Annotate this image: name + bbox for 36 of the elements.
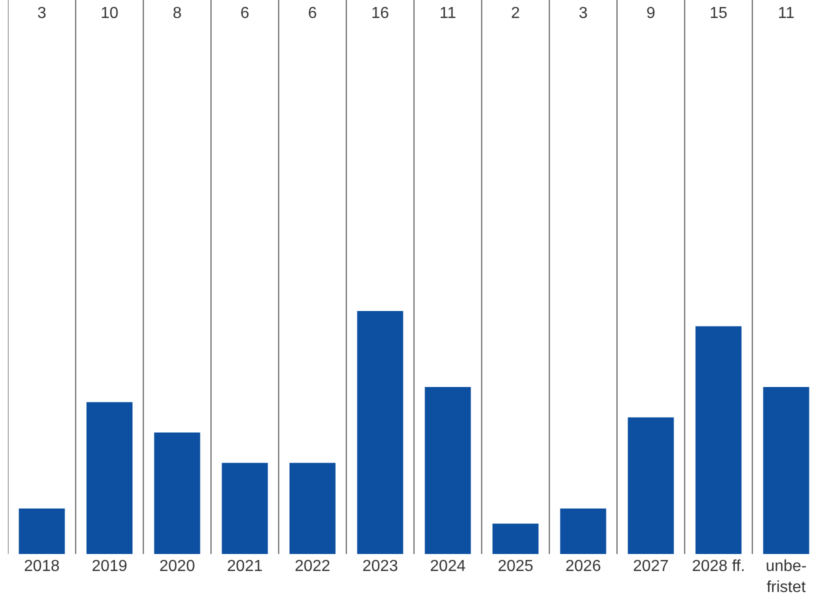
x-tick-label: 2025: [498, 558, 534, 575]
bar: [86, 402, 133, 554]
data-label: 6: [240, 4, 250, 22]
data-label: 6: [308, 4, 318, 22]
bar: [560, 508, 606, 554]
x-tick-label: 2020: [159, 558, 196, 575]
x-tick-label: 2028 ff.: [692, 558, 746, 575]
bar: [222, 462, 268, 554]
data-label: 11: [778, 4, 795, 22]
data-label: 16: [371, 4, 390, 22]
data-label: 8: [172, 4, 182, 22]
x-tick-label: 2026: [565, 558, 602, 575]
bar: [154, 432, 200, 554]
data-label: 2: [511, 4, 520, 22]
x-tick-label: 2024: [430, 558, 466, 575]
bar: [357, 311, 404, 554]
x-tick-label: 2019: [92, 558, 128, 575]
bar: [424, 386, 471, 554]
bar: [628, 417, 674, 554]
data-label: 9: [646, 4, 656, 22]
bar: [492, 524, 539, 554]
x-tick-label: 2027: [633, 558, 669, 575]
bar: [763, 386, 810, 554]
bar: [695, 326, 742, 554]
x-tick-label: 2018: [24, 558, 60, 575]
data-label: 11: [440, 4, 456, 22]
x-tick-label: 2022: [294, 558, 330, 575]
bar: [18, 508, 65, 554]
bar: [289, 462, 336, 554]
x-tick-label: 2021: [227, 558, 263, 575]
x-tick-label: unbe- fristet: [766, 558, 807, 596]
data-label: 10: [100, 4, 118, 22]
data-label: 3: [578, 4, 588, 22]
data-label: 15: [710, 4, 728, 22]
x-tick-label: 2023: [362, 558, 398, 575]
data-label: 3: [37, 4, 46, 22]
